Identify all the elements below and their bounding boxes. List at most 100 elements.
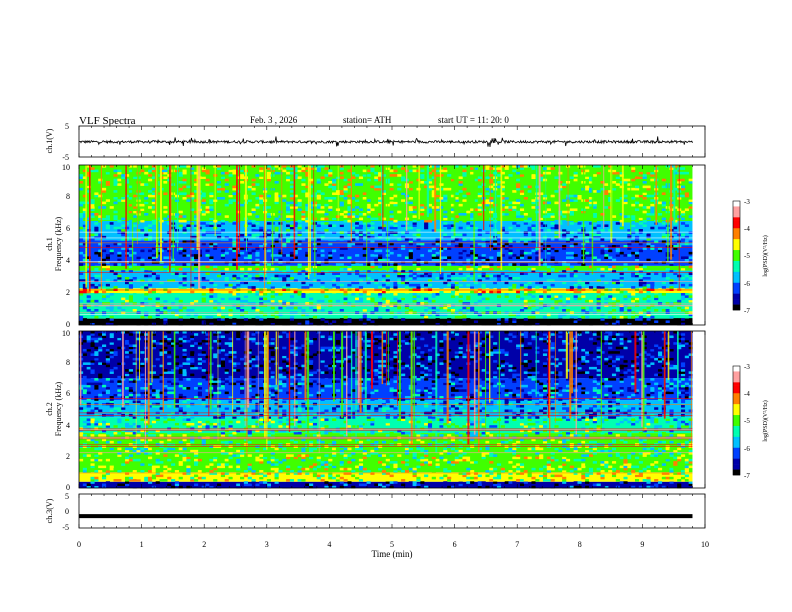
- spectrogram-cell: [627, 178, 632, 182]
- spectrogram-cell: [646, 206, 651, 209]
- spectrogram-cell: [512, 481, 517, 484]
- spectrogram-cell: [531, 226, 536, 230]
- spectrogram-cell: [286, 265, 291, 269]
- spectrogram-cell: [539, 261, 544, 264]
- spectrogram-cell: [431, 254, 436, 257]
- spectrogram-cell: [508, 270, 513, 273]
- spectrogram-cell: [439, 286, 444, 289]
- spectrogram-cell: [151, 467, 156, 471]
- spectrogram-cell: [569, 231, 574, 234]
- spectrogram-cell: [638, 470, 643, 473]
- spectrogram-cell: [289, 224, 295, 228]
- spectrogram-cell: [466, 274, 471, 278]
- spectrogram-cell: [259, 322, 264, 326]
- spectrogram-cell: [148, 169, 153, 173]
- spectrogram-cell: [347, 265, 352, 269]
- spectrogram-cell: [412, 222, 417, 225]
- spectrogram-cell: [86, 183, 91, 186]
- spectrogram-cell: [512, 263, 517, 266]
- spectrogram-cell: [680, 283, 686, 287]
- spectrogram-cell: [404, 290, 410, 294]
- spectrogram-cell: [381, 238, 387, 241]
- spectrogram-cell: [301, 210, 306, 214]
- spectrogram-cell: [259, 472, 264, 475]
- spectrogram-cell: [79, 320, 84, 324]
- spectrogram-cell: [305, 208, 310, 212]
- spectrogram-cell: [240, 176, 245, 180]
- spectrogram-cell: [638, 485, 643, 489]
- spectrogram-cell: [128, 290, 133, 294]
- spectrogram-cell: [592, 226, 597, 230]
- spectrogram-cell: [86, 267, 91, 271]
- spectrogram-cell: [148, 479, 153, 482]
- spectrogram-cell: [523, 313, 528, 317]
- spectrogram-cell: [105, 176, 110, 180]
- spectrogram-cell: [608, 165, 613, 168]
- spectrogram-cell: [404, 256, 410, 260]
- spectrogram-cell: [370, 263, 375, 266]
- spectrogram-cell: [523, 302, 528, 305]
- spectrogram-cell: [397, 183, 402, 186]
- spectrogram-cell: [673, 206, 678, 209]
- spectrogram-cell: [585, 261, 590, 264]
- spectrogram-cell: [339, 467, 344, 471]
- ch1-spectrogram-panel: 0 2 4 6 8 10 ch.1Frequency (kHz): [45, 163, 706, 329]
- spectrogram-cell: [569, 190, 574, 193]
- spectrogram-cell: [565, 302, 571, 305]
- spectrogram-cell: [148, 295, 153, 298]
- spectrogram-cell: [496, 174, 502, 177]
- spectrogram-cell: [519, 283, 525, 287]
- spectrogram-cell: [263, 297, 268, 301]
- spectrogram-cell: [577, 222, 582, 225]
- spectrogram-cell: [378, 194, 383, 198]
- spectrogram-cell: [90, 315, 95, 319]
- spectrogram-cell: [546, 272, 551, 276]
- spectrogram-cell: [546, 213, 551, 216]
- spectrogram-cell: [646, 217, 651, 221]
- spectrogram-cell: [673, 169, 678, 173]
- spectrogram-cell: [316, 165, 321, 168]
- spectrogram-cell: [343, 293, 348, 296]
- spectrogram-cell: [339, 318, 344, 321]
- spectrogram-cell: [232, 258, 237, 262]
- spectrogram-cell: [523, 233, 528, 237]
- spectrogram-cell: [585, 240, 590, 244]
- spectrogram-cell: [82, 171, 87, 175]
- spectrogram-cell: [263, 481, 268, 484]
- spectrogram-cell: [370, 222, 375, 225]
- spectrogram-cell: [240, 251, 245, 255]
- spectrogram-cell: [355, 206, 360, 209]
- spectrogram-cell: [297, 290, 302, 294]
- spectrogram-cell: [121, 309, 126, 312]
- spectrogram-cell: [493, 242, 498, 246]
- spectrogram-cell: [236, 283, 241, 287]
- spectrogram-cell: [393, 199, 398, 202]
- spectrogram-cell: [473, 249, 479, 253]
- spectrogram-cell: [347, 201, 352, 205]
- spectrogram-cell: [508, 208, 513, 212]
- spectrogram-cell: [343, 217, 348, 221]
- spectrogram-cell: [470, 283, 475, 287]
- spectrogram-cell: [481, 322, 486, 326]
- spectrogram-cell: [301, 215, 306, 218]
- spectrogram-cell: [358, 208, 364, 212]
- colorbar-segment: [733, 220, 740, 224]
- spectrogram-cell: [596, 226, 601, 230]
- spectrogram-cell: [435, 199, 440, 202]
- spectrogram-cell: [362, 313, 367, 317]
- spectrogram-cell: [94, 309, 99, 312]
- spectrogram-cell: [125, 299, 130, 303]
- spectrogram-cell: [117, 231, 122, 234]
- spectrogram-cell: [297, 201, 302, 205]
- spectrogram-cell: [546, 279, 551, 282]
- spectrogram-cell: [312, 279, 318, 282]
- spectrogram-cell: [401, 483, 406, 487]
- spectrogram-cell: [370, 279, 375, 282]
- spectrogram-cell: [527, 293, 532, 296]
- spectrogram-cell: [489, 181, 494, 184]
- spectrogram-cell: [305, 290, 310, 294]
- spectrogram-cell: [489, 174, 494, 177]
- spectrogram-cell: [90, 286, 95, 289]
- spectrogram-cell: [677, 472, 682, 475]
- spectrogram-cell: [309, 174, 314, 177]
